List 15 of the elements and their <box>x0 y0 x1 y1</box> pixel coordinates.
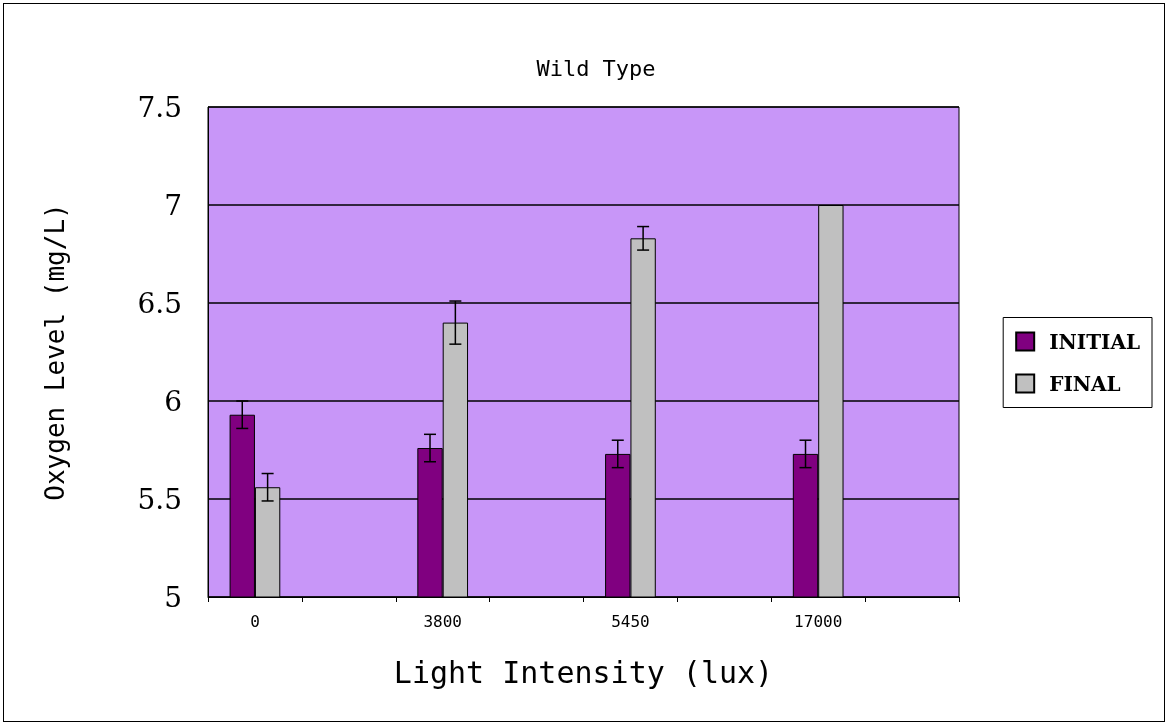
x-tick-label: 5450 <box>611 611 650 631</box>
y-tick-label: 7 <box>164 188 182 222</box>
y-tick-label: 5.5 <box>137 482 182 516</box>
y-tick-label: 7.5 <box>137 90 182 124</box>
legend-label: INITIAL <box>1049 329 1140 354</box>
legend-label: FINAL <box>1049 371 1121 396</box>
x-axis-title: Light Intensity (lux) <box>393 654 774 690</box>
y-tick-label: 6.5 <box>137 286 182 320</box>
chart-title: Wild Type <box>536 55 656 81</box>
y-tick-label: 5 <box>164 580 182 614</box>
y-tick-label: 6 <box>164 384 182 418</box>
x-tick-label: 3800 <box>423 611 462 631</box>
x-tick-label: 17000 <box>794 611 843 631</box>
y-axis-title: Oxygen Level (mg/L) <box>40 203 70 501</box>
x-tick-label: 0 <box>250 611 260 631</box>
